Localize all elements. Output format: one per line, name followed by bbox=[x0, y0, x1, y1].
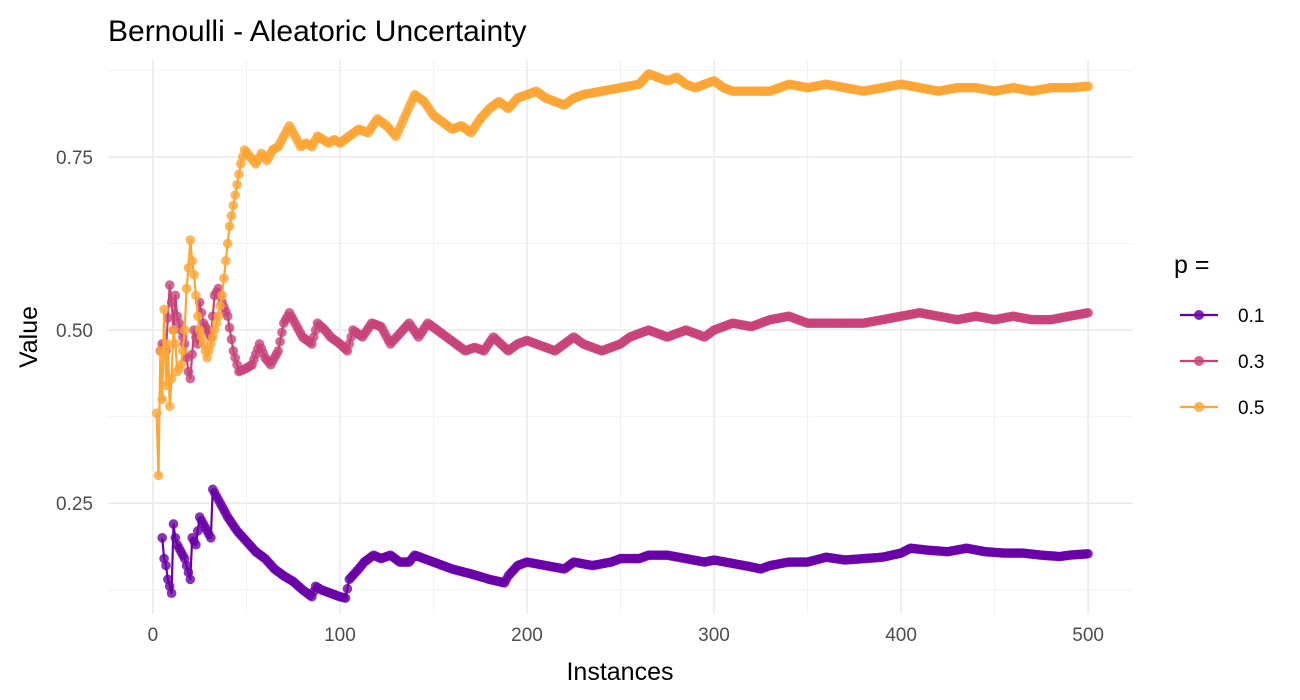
legend-key-point bbox=[1194, 356, 1204, 366]
data-point bbox=[178, 346, 188, 356]
data-point bbox=[168, 519, 179, 529]
data-point bbox=[232, 179, 242, 190]
data-point bbox=[222, 238, 233, 249]
data-point bbox=[191, 539, 201, 550]
series-0.5 bbox=[151, 69, 1093, 481]
data-point bbox=[189, 269, 199, 280]
data-point bbox=[185, 574, 196, 585]
y-axis-title: Value bbox=[15, 306, 43, 368]
x-tick-label: 400 bbox=[885, 625, 917, 646]
data-point bbox=[226, 211, 237, 221]
x-tick-label: 500 bbox=[1072, 625, 1104, 646]
data-point bbox=[275, 336, 285, 347]
data-point bbox=[164, 401, 175, 412]
data-point bbox=[219, 273, 229, 283]
series-layer bbox=[151, 69, 1093, 603]
legend-key-point bbox=[1194, 310, 1204, 320]
data-point bbox=[187, 349, 197, 360]
y-tick-label: 0.50 bbox=[56, 321, 93, 342]
legend-label: 0.3 bbox=[1238, 352, 1264, 373]
data-point bbox=[185, 373, 196, 384]
data-point bbox=[151, 408, 162, 418]
data-point bbox=[1083, 81, 1093, 92]
data-point bbox=[159, 304, 169, 315]
data-point bbox=[228, 200, 239, 211]
data-point bbox=[170, 290, 181, 301]
data-point bbox=[222, 311, 233, 322]
data-point bbox=[168, 325, 179, 335]
legend: p = 0.1 0.3 0.5 bbox=[1174, 251, 1264, 419]
data-point bbox=[226, 334, 237, 345]
data-point bbox=[206, 533, 216, 543]
data-point bbox=[187, 256, 197, 266]
data-point bbox=[1083, 307, 1093, 318]
data-point bbox=[192, 311, 203, 322]
legend-item: 0.3 bbox=[1180, 352, 1264, 373]
y-tick-label: 0.75 bbox=[56, 148, 93, 169]
legend-item: 0.5 bbox=[1180, 398, 1264, 419]
data-point bbox=[277, 327, 287, 338]
data-point bbox=[340, 593, 351, 603]
x-tick-label: 200 bbox=[511, 625, 543, 646]
data-point bbox=[164, 280, 175, 290]
data-point bbox=[1083, 548, 1093, 559]
x-tick-labels: 0 100 200 300 400 500 bbox=[148, 625, 1104, 646]
data-point bbox=[176, 359, 186, 370]
data-point bbox=[155, 346, 166, 356]
data-point bbox=[166, 373, 177, 384]
data-point bbox=[342, 583, 353, 594]
legend-label: 0.5 bbox=[1238, 398, 1264, 419]
legend-item: 0.1 bbox=[1180, 306, 1264, 327]
data-point bbox=[166, 588, 177, 599]
data-point bbox=[213, 311, 224, 322]
legend-label: 0.1 bbox=[1238, 306, 1264, 327]
data-point bbox=[224, 221, 235, 231]
x-tick-label: 100 bbox=[324, 625, 356, 646]
data-point bbox=[163, 339, 173, 349]
data-point bbox=[234, 169, 244, 180]
data-point bbox=[191, 290, 201, 301]
data-point bbox=[215, 301, 226, 311]
data-point bbox=[170, 339, 181, 349]
data-point bbox=[181, 283, 192, 294]
data-point bbox=[161, 560, 171, 571]
data-point bbox=[221, 256, 231, 266]
data-point bbox=[192, 526, 203, 536]
data-point bbox=[157, 394, 168, 405]
y-tick-label: 0.25 bbox=[56, 494, 93, 515]
legend-title: p = bbox=[1174, 251, 1209, 279]
chart-title: Bernoulli - Aleatoric Uncertainty bbox=[108, 15, 527, 48]
data-point bbox=[273, 346, 284, 356]
data-point bbox=[185, 235, 196, 245]
data-point bbox=[153, 470, 164, 481]
series-0.3 bbox=[155, 280, 1093, 384]
x-tick-label: 0 bbox=[148, 625, 159, 646]
x-tick-label: 300 bbox=[698, 625, 730, 646]
grid-minor bbox=[108, 60, 1133, 614]
data-point bbox=[230, 190, 240, 200]
data-point bbox=[161, 380, 171, 391]
y-tick-labels: 0.25 0.50 0.75 bbox=[56, 148, 93, 515]
data-point bbox=[224, 322, 235, 333]
series-0.1 bbox=[157, 484, 1093, 603]
x-axis-title: Instances bbox=[566, 658, 673, 686]
data-point bbox=[157, 533, 168, 543]
data-point bbox=[217, 290, 227, 301]
series-line bbox=[161, 488, 1089, 600]
data-point bbox=[179, 325, 190, 335]
legend-key-point bbox=[1194, 402, 1204, 412]
